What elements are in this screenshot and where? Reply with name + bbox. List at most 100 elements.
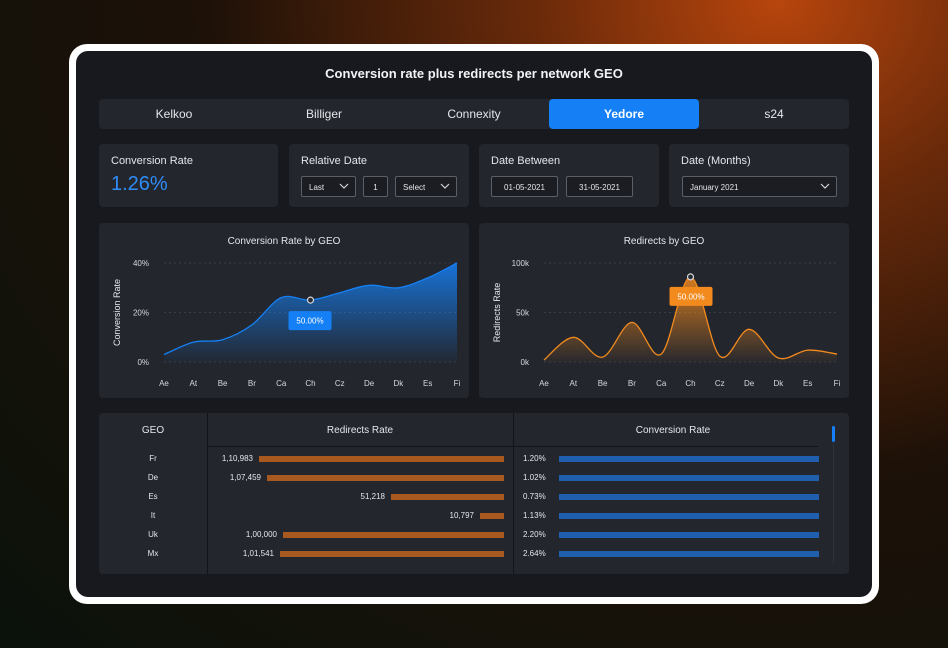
- dashboard-panel: Conversion rate plus redirects per netwo…: [76, 51, 872, 597]
- x-tick-label: De: [744, 379, 755, 388]
- geo-cell: De: [147, 473, 159, 482]
- chart-title: Conversion Rate by GEO: [227, 236, 341, 247]
- conversion-rate-label: Conversion Rate: [111, 155, 193, 167]
- redirects-value: 1,00,000: [245, 530, 277, 539]
- scrollbar-thumb[interactable]: [832, 426, 835, 442]
- conversion-bar: [559, 456, 819, 462]
- x-tick-label: Fi: [454, 379, 461, 388]
- y-tick-label: 0%: [137, 358, 149, 367]
- tooltip-box: [669, 286, 713, 306]
- redirects-value: 1,01,541: [242, 549, 274, 558]
- x-tick-label: At: [190, 379, 198, 388]
- relative-count-input[interactable]: 1: [363, 176, 388, 197]
- relative-date-card: Relative Date Last 1 Select: [289, 144, 469, 207]
- date-between-card: Date Between 01-05-2021 31-05-2021: [479, 144, 659, 207]
- tab-kelkoo[interactable]: Kelkoo: [155, 107, 193, 121]
- x-tick-label: Dk: [774, 379, 785, 388]
- redirects-bar: [267, 475, 504, 481]
- conversion-bar: [559, 513, 819, 519]
- geo-cell: Mx: [147, 549, 159, 558]
- y-tick-label: 0k: [521, 358, 530, 367]
- column-divider: [513, 413, 514, 574]
- relative-unit-select[interactable]: Select: [395, 176, 457, 197]
- conversion-value: 1.20%: [523, 454, 546, 463]
- y-tick-label: 100k: [512, 259, 530, 268]
- end-date-value: 31-05-2021: [579, 183, 620, 192]
- x-tick-label: Cz: [715, 379, 725, 388]
- tab-billiger[interactable]: Billiger: [305, 107, 342, 121]
- tab-connexity[interactable]: Connexity: [447, 107, 501, 121]
- conversion-value: 0.73%: [523, 492, 546, 501]
- conversion-bar: [559, 475, 819, 481]
- redirects-bar: [391, 494, 504, 500]
- redirects-value: 51,218: [360, 492, 385, 501]
- tooltip-point[interactable]: [686, 273, 695, 281]
- header-divider: [208, 446, 818, 447]
- y-axis-label: Redirects Rate: [492, 283, 502, 343]
- x-tick-label: De: [364, 379, 375, 388]
- month-select[interactable]: January 2021: [682, 176, 837, 197]
- relative-mode-select[interactable]: Last: [301, 176, 356, 197]
- x-tick-label: Be: [598, 379, 608, 388]
- x-tick-label: Ca: [276, 379, 287, 388]
- conversion-bar: [559, 494, 819, 500]
- end-date-input[interactable]: 31-05-2021: [566, 176, 633, 197]
- redirects-bar: [259, 456, 504, 462]
- redirects-bar: [480, 513, 504, 519]
- x-tick-label: Ch: [685, 379, 695, 388]
- date-between-label: Date Between: [491, 155, 561, 167]
- tab-s24[interactable]: s24: [764, 107, 784, 121]
- x-tick-label: Es: [803, 379, 812, 388]
- geo-cell: Fr: [149, 454, 157, 463]
- y-tick-label: 40%: [133, 259, 149, 268]
- conversion-column-header: Conversion Rate: [635, 425, 711, 436]
- network-tabs: Kelkoo Billiger Connexity Yedore s24: [99, 99, 849, 129]
- geo-cell: It: [150, 511, 156, 520]
- x-tick-label: Br: [248, 379, 256, 388]
- redirects-column-header: Redirects Rate: [326, 425, 394, 436]
- conversion-bar: [559, 532, 819, 538]
- x-tick-label: Cz: [335, 379, 345, 388]
- y-tick-label: 50k: [516, 309, 530, 318]
- relative-unit-value: Select: [403, 183, 426, 192]
- relative-date-label: Relative Date: [301, 155, 368, 167]
- conversion-value: 1.13%: [523, 511, 546, 520]
- geo-table: GEO Redirects Rate Conversion Rate Fr 1,1…: [99, 413, 849, 574]
- date-months-card: Date (Months) January 2021: [669, 144, 849, 207]
- start-date-value: 01-05-2021: [504, 183, 545, 192]
- x-tick-label: Ae: [539, 379, 549, 388]
- column-divider: [207, 413, 208, 574]
- conversion-rate-card: Conversion Rate 1.26%: [99, 144, 278, 207]
- month-select-value: January 2021: [690, 183, 739, 192]
- x-tick-label: At: [570, 379, 578, 388]
- y-axis-label: Conversion Rate: [112, 279, 122, 346]
- chart-title: Redirects by GEO: [623, 236, 705, 247]
- redirects-value: 1,07,459: [229, 473, 261, 482]
- relative-count-value: 1: [373, 183, 378, 192]
- x-tick-label: Dk: [394, 379, 405, 388]
- geo-cell: Es: [148, 492, 158, 501]
- scrollbar-track[interactable]: [833, 443, 834, 563]
- start-date-input[interactable]: 01-05-2021: [491, 176, 558, 197]
- x-tick-label: Ca: [656, 379, 667, 388]
- chevron-down-icon: [820, 183, 830, 189]
- tab-yedore[interactable]: Yedore: [549, 99, 699, 129]
- conversion-value: 1.02%: [523, 473, 546, 482]
- conversion-rate-value: 1.26%: [111, 173, 168, 195]
- geo-column-header: GEO: [141, 425, 165, 436]
- geo-cell: Uk: [148, 530, 158, 539]
- conversion-value: 2.64%: [523, 549, 546, 558]
- y-tick-label: 20%: [133, 309, 149, 318]
- redirects-value: 1,10,983: [221, 454, 253, 463]
- x-tick-label: Br: [628, 379, 636, 388]
- conversion-bar: [559, 551, 819, 557]
- redirects-bar: [280, 551, 504, 557]
- relative-mode-value: Last: [309, 183, 325, 192]
- x-tick-label: Be: [218, 379, 228, 388]
- conversion-chart-svg: 0% 20% 40% Conversion Rate Ae At Be Br Ca Ch Cz De D…: [112, 259, 461, 388]
- date-months-label: Date (Months): [681, 155, 751, 167]
- tooltip-point[interactable]: [306, 296, 315, 304]
- x-tick-label: Ch: [305, 379, 315, 388]
- conversion-value: 2.20%: [523, 530, 546, 539]
- x-tick-label: Ae: [159, 379, 169, 388]
